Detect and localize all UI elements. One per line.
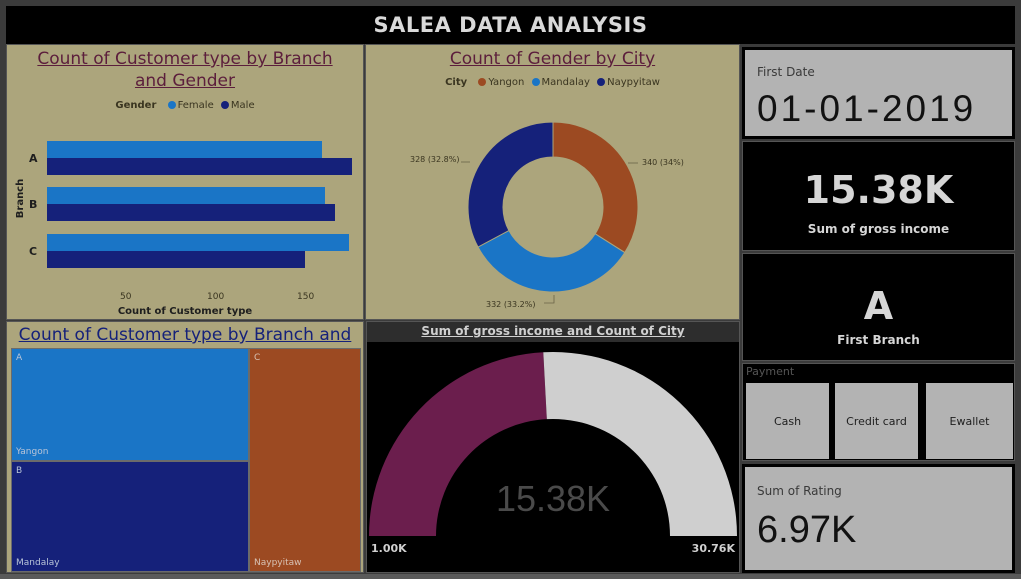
treemap-city-label: Naypyitaw — [254, 558, 302, 568]
donut-slice-label: 340 (34%) — [642, 158, 684, 167]
page-title: SALEA DATA ANALYSIS — [6, 6, 1015, 44]
rating-label: Sum of Rating — [757, 484, 842, 498]
x-tick: 150 — [297, 292, 315, 302]
first-date-value: 01-01-2019 — [757, 88, 977, 129]
gauge-value: 15.38K — [495, 478, 611, 519]
treemap-cell-a-yangon[interactable]: A Yangon — [11, 348, 249, 461]
donut-slice-naypyitaw[interactable] — [467, 121, 554, 248]
male-legend-dot — [220, 101, 229, 109]
bar-b-female[interactable] — [47, 187, 325, 204]
gender-city-donut-panel[interactable]: Count of Gender by City City Yangon Mand… — [365, 44, 740, 320]
treemap-panel[interactable]: Count of Customer type by Branch and Cit… — [6, 321, 364, 573]
gauge-max-label: 30.76K — [691, 542, 735, 555]
rating-card: Sum of Rating 6.97K — [742, 464, 1015, 573]
treemap-cell-c-naypyitaw[interactable]: C Naypyitaw — [249, 348, 361, 572]
gauge-title-bar — [367, 322, 739, 342]
female-legend-dot — [167, 101, 176, 109]
gauge-panel[interactable]: Sum of gross income and Count of City 15… — [366, 321, 740, 573]
treemap-branch-label: A — [16, 353, 23, 363]
first-branch-label: First Branch — [837, 333, 920, 347]
bar-plot-area: A B C — [7, 45, 363, 319]
first-branch-value: A — [863, 284, 894, 328]
bar-a-male[interactable] — [47, 158, 353, 175]
legend-female: Female — [177, 100, 214, 111]
payment-option-ewallet[interactable]: Ewallet — [926, 383, 1013, 459]
rating-value: 6.97K — [757, 509, 857, 551]
payment-slicer: Payment Cash Credit card Ewallet — [742, 363, 1015, 461]
legend-yangon: Yangon — [488, 77, 525, 88]
donut-slice-yangon[interactable] — [552, 121, 639, 254]
treemap-branch-label: B — [16, 466, 23, 476]
treemap-branch-label: C — [254, 353, 261, 363]
treemap-city-label: Mandalay — [16, 558, 60, 568]
x-tick: 100 — [207, 292, 225, 302]
gauge-chart — [369, 352, 737, 536]
bar-chart-title: Count of Customer type by Branch and Gen… — [37, 49, 333, 91]
gauge-min-label: 1.00K — [371, 542, 407, 555]
gross-income-card: 15.38K Sum of gross income — [742, 141, 1015, 251]
donut-chart-legend: City Yangon Mandalay Naypyitaw — [366, 77, 739, 88]
donut-chart: 340 (34%) 332 (33.2%) 328 (32.8%) — [410, 121, 684, 309]
payment-option-credit-card[interactable]: Credit card — [835, 383, 918, 459]
gauge-title: Sum of gross income and Count of City — [421, 324, 685, 338]
x-tick: 50 — [120, 292, 132, 302]
payment-title: Payment — [746, 365, 795, 378]
legend-title: Gender — [115, 100, 157, 111]
first-branch-card: A First Branch — [742, 253, 1015, 361]
legend-male: Male — [230, 100, 255, 111]
legend-mandalay: Mandalay — [541, 77, 590, 88]
customer-type-bar-panel[interactable]: Count of Customer type by Branch and Gen… — [6, 44, 364, 320]
donut-chart-title: Count of Gender by City — [449, 49, 656, 69]
gross-income-value: 15.38K — [803, 168, 954, 212]
x-axis-title: Count of Customer type — [117, 306, 253, 317]
first-date-label: First Date — [757, 65, 815, 79]
y-tick-label: B — [29, 198, 38, 211]
y-tick-label: C — [29, 245, 38, 258]
legend-title: City — [445, 77, 468, 88]
naypyitaw-legend-dot — [597, 78, 606, 86]
donut-slice-label: 332 (33.2%) — [486, 300, 535, 309]
donut-slice-mandalay[interactable] — [477, 229, 626, 293]
bottom-strip — [0, 574, 1021, 579]
treemap-city-label: Yangon — [16, 447, 49, 457]
donut-slice-label: 328 (32.8%) — [410, 155, 459, 164]
bar-c-male[interactable] — [47, 251, 305, 268]
yangon-legend-dot — [478, 78, 487, 86]
donut-leader-line — [544, 295, 555, 304]
first-date-card: First Date 01-01-2019 — [742, 47, 1015, 139]
gauge-remaining-arc — [543, 352, 737, 536]
bar-a-female[interactable] — [47, 141, 322, 158]
bar-c-female[interactable] — [47, 234, 349, 251]
gauge-value-arc — [369, 352, 547, 536]
payment-option-cash[interactable]: Cash — [746, 383, 829, 459]
bar-b-male[interactable] — [47, 204, 336, 221]
y-tick-label: A — [29, 152, 38, 165]
legend-naypyitaw: Naypyitaw — [607, 77, 660, 88]
gross-income-label: Sum of gross income — [807, 222, 950, 236]
mandalay-legend-dot — [531, 78, 540, 86]
bar-chart-legend: Gender Female Male — [7, 100, 363, 111]
treemap-cell-b-mandalay[interactable]: B Mandalay — [11, 461, 249, 572]
